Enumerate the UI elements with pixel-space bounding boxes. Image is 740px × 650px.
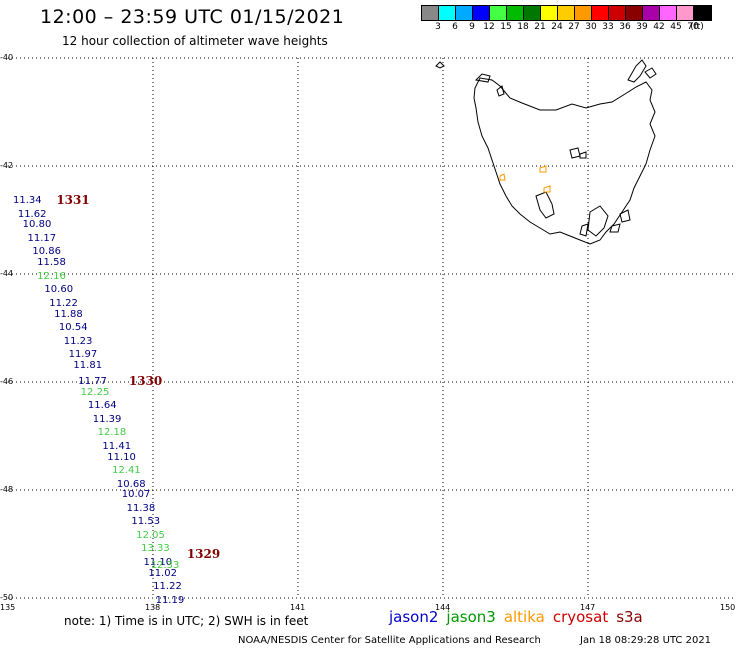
latitude-label: -42 <box>0 161 14 170</box>
color-swatch <box>660 6 677 20</box>
color-scale-label: 30 <box>585 22 597 32</box>
color-scale-label: 3 <box>435 22 441 32</box>
color-swatch <box>677 6 694 20</box>
latitude-label: -48 <box>0 485 14 494</box>
orbit-number-label: 1331 <box>56 193 90 208</box>
wave-height-value: 10.68 <box>116 478 146 490</box>
wave-height-value: 11.41 <box>102 440 132 452</box>
wave-height-value: 11.38 <box>126 502 156 514</box>
orbit-number-label: 1330 <box>128 374 163 388</box>
wave-height-value: 11.58 <box>37 257 66 269</box>
map-subtitle: 12 hour collection of altimeter wave hei… <box>62 34 328 48</box>
wave-height-value: 13.33 <box>141 543 170 555</box>
color-scale-label: 15 <box>500 22 512 32</box>
latitude-label: -44 <box>0 269 14 278</box>
wave-height-value: 12.41 <box>112 465 141 477</box>
wave-height-value: 11.81 <box>73 359 103 371</box>
latitude-label: -50 <box>0 593 14 602</box>
wave-height-value: 12.16 <box>37 270 66 282</box>
color-swatch <box>643 6 660 20</box>
wave-height-value: 12.25 <box>80 386 110 398</box>
wave-height-value: 11.53 <box>131 516 161 528</box>
wave-height-value: 11.22 <box>153 581 182 593</box>
color-scale-label: 18 <box>517 22 529 32</box>
longitude-label: 138 <box>145 603 161 612</box>
color-scale-labels: 3 6 9 12 15 18 21 24 27 30 33 36 39 42 45 70 (ft) <box>421 22 731 34</box>
legend-item-s3a: s3a <box>616 608 643 626</box>
color-swatch <box>541 6 558 20</box>
color-swatch <box>575 6 592 20</box>
wave-height-value: 11.10 <box>107 451 136 463</box>
color-swatch <box>490 6 507 20</box>
credit-line: NOAA/NESDIS Center for Satellite Applica… <box>238 635 541 646</box>
color-swatch <box>694 6 711 20</box>
legend-item-jason2: jason2 <box>389 608 439 626</box>
color-scale-label: 42 <box>653 22 665 32</box>
latitude-label: -40 <box>0 53 14 62</box>
wave-height-value: 11.10 <box>143 556 173 568</box>
longitude-label: 147 <box>580 603 596 612</box>
satellite-legend: jason2 jason3 altika cryosat s3a <box>389 608 651 626</box>
color-swatch <box>558 6 575 20</box>
wave-height-value: 12.18 <box>97 427 127 439</box>
wave-height-value: 11.64 <box>87 400 117 412</box>
color-swatch <box>422 6 439 20</box>
color-scale-label: 21 <box>534 22 546 32</box>
color-scale-label: 9 <box>469 22 475 32</box>
color-scale-label: 27 <box>568 22 580 32</box>
color-swatch <box>456 6 473 20</box>
wave-height-value: 11.17 <box>27 232 57 244</box>
wave-height-value: 12.05 <box>136 529 165 541</box>
wave-height-value: 11.62 <box>17 208 47 220</box>
longitude-label: 135 <box>0 603 16 612</box>
legend-item-jason3: jason3 <box>446 608 496 626</box>
wave-height-value: 11.88 <box>54 308 83 320</box>
color-swatch <box>592 6 609 20</box>
wave-height-value: 11.77 <box>78 376 107 387</box>
legend-item-altika: altika <box>503 608 545 626</box>
color-scale-label: 6 <box>452 22 458 32</box>
wave-height-value: 11.22 <box>49 297 78 309</box>
color-swatch <box>507 6 524 20</box>
color-swatch <box>609 6 626 20</box>
lat-lon-grid <box>8 57 733 599</box>
wave-height-value: 10.80 <box>22 219 52 231</box>
color-scale-label: 70 <box>687 22 699 32</box>
wave-height-value: 11.97 <box>68 349 98 360</box>
wave-height-value: 11.34 <box>13 195 42 207</box>
color-swatch <box>524 6 541 20</box>
longitude-label: 150 <box>720 603 736 612</box>
color-swatch <box>473 6 490 20</box>
generation-timestamp: Jan 18 08:29:28 UTC 2021 <box>580 635 712 646</box>
color-scale-label: 45 <box>670 22 682 32</box>
color-scale-label: 33 <box>602 22 614 32</box>
color-scale-label: 24 <box>551 22 563 32</box>
color-scale-label: 12 <box>483 22 495 32</box>
latitude-label: -46 <box>0 377 14 386</box>
longitude-label: 141 <box>290 603 306 612</box>
color-swatch <box>626 6 643 20</box>
wave-height-value: 10.86 <box>32 246 61 258</box>
wave-height-value: 10.54 <box>58 322 88 333</box>
wave-height-value: 11.39 <box>92 413 122 425</box>
color-scale-label: (ft) <box>690 22 704 32</box>
wave-height-value: 11.02 <box>148 567 177 579</box>
wave-height-value: 10.60 <box>44 284 74 296</box>
color-scale-label: 39 <box>636 22 648 32</box>
tasmania-coastline <box>435 59 657 245</box>
wave-height-value: 10.07 <box>121 489 151 501</box>
footnote: note: 1) Time is in UTC; 2) SWH is in fe… <box>64 614 309 628</box>
map-title: 12:00 – 23:59 UTC 01/15/2021 <box>40 6 345 28</box>
color-swatch <box>439 6 456 20</box>
lake-outlines <box>499 165 551 193</box>
wave-height-value: 11.23 <box>63 335 93 347</box>
longitude-label: 144 <box>435 603 451 612</box>
legend-item-cryosat: cryosat <box>552 608 609 626</box>
wave-height-value: 11.19 <box>155 594 185 606</box>
wave-height-value: 12.33 <box>150 559 180 571</box>
orbit-number-label: 1329 <box>186 546 221 561</box>
color-scale-bar <box>421 5 712 21</box>
color-scale-label: 36 <box>619 22 631 32</box>
